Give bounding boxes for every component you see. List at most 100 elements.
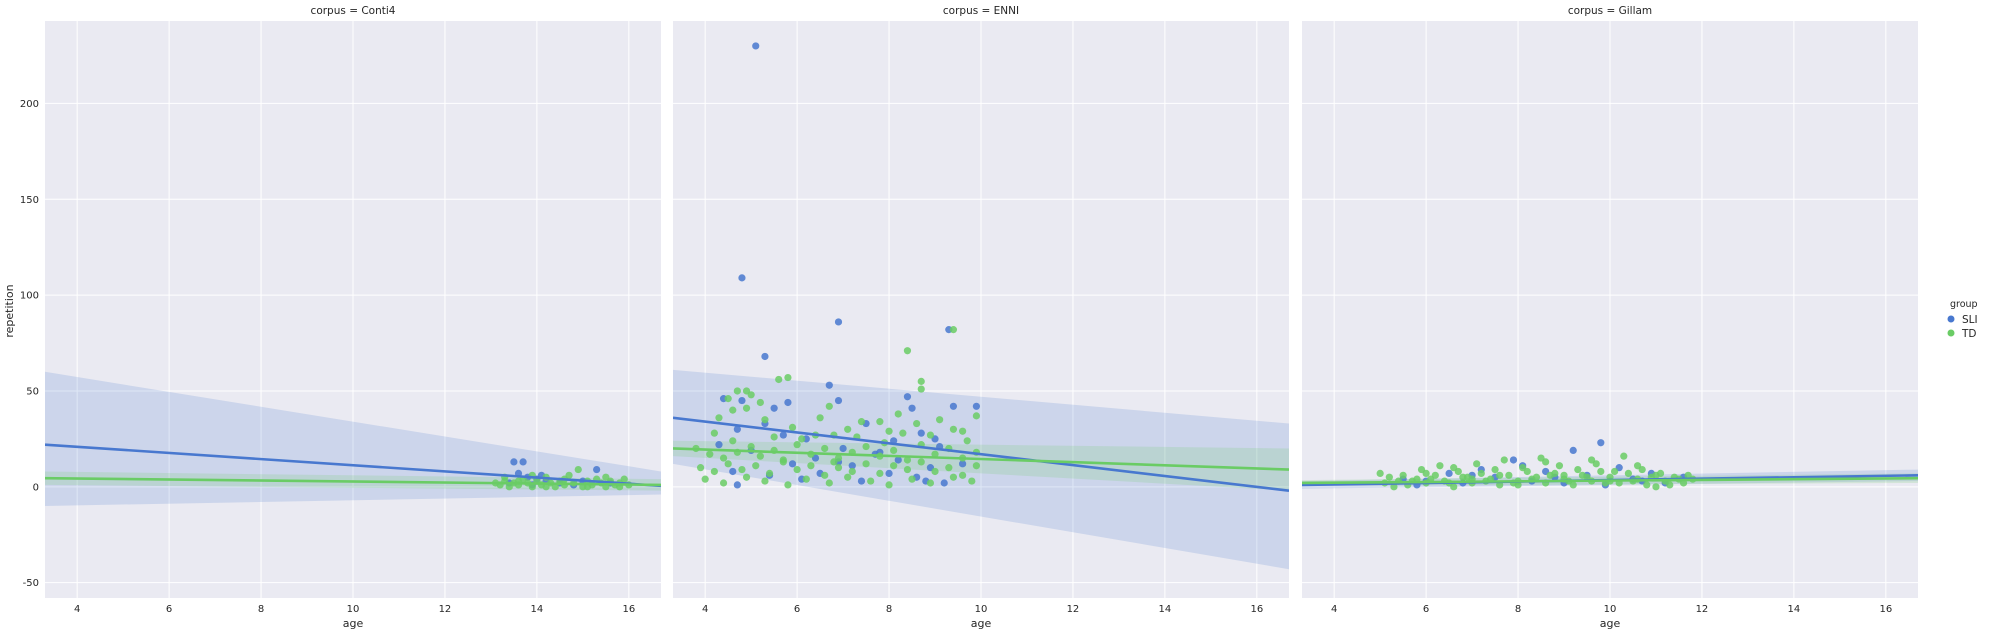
point-sli (834, 318, 843, 326)
x-tick-label: 8 (258, 604, 264, 615)
x-tick-label: 12 (1696, 604, 1709, 615)
point-td (1588, 456, 1596, 464)
point-td (706, 450, 714, 458)
x-tick-label: 16 (622, 604, 635, 615)
point-td (1666, 481, 1674, 489)
point-td (1560, 471, 1568, 479)
point-td (917, 458, 925, 466)
point-td (972, 412, 981, 420)
point-td (784, 373, 792, 382)
point-td (1477, 469, 1485, 477)
x-axis-label: age (1600, 617, 1621, 630)
point-sli (972, 402, 981, 410)
y-tick-label: -50 (23, 578, 39, 589)
point-sli (729, 467, 737, 476)
point-td (1633, 462, 1642, 470)
regression-line-sli (673, 416, 1289, 492)
point-td (715, 414, 723, 422)
point-td (1491, 465, 1499, 474)
point-td (1574, 465, 1582, 474)
point-td (862, 460, 870, 468)
point-td (738, 465, 746, 474)
point-td (834, 464, 843, 472)
point-sli (959, 460, 967, 468)
legend-marker-td (1947, 329, 1955, 337)
facet-title: corpus = Conti4 (311, 5, 396, 17)
point-td (876, 418, 884, 426)
point-td (1652, 483, 1660, 491)
point-sli (834, 396, 843, 405)
point-td (913, 419, 921, 428)
point-td (528, 483, 536, 491)
point-td (821, 444, 829, 453)
point-sli (733, 425, 741, 433)
point-td (972, 462, 981, 470)
point-td (848, 467, 856, 476)
point-td (890, 462, 898, 470)
x-tick-label: 8 (1515, 604, 1521, 615)
point-sli (825, 381, 833, 389)
point-td (710, 467, 718, 476)
legend-title: group (1950, 299, 1978, 310)
point-sli (1597, 439, 1605, 447)
point-sli (788, 460, 797, 468)
point-sli (894, 456, 902, 464)
ci-band-sli (45, 371, 661, 506)
regression-line-sli (45, 443, 661, 488)
point-td (867, 477, 875, 485)
y-tick-label: 50 (26, 386, 39, 397)
point-td (1376, 469, 1384, 477)
facet-panel-2: corpus = Gillam 4 6 8 10 12 14 16 age (1302, 5, 1918, 630)
point-td (788, 423, 797, 431)
point-td (968, 477, 976, 485)
x-tick-label: 4 (74, 604, 80, 615)
point-td (908, 475, 916, 483)
point-td (1620, 452, 1628, 460)
point-td (696, 464, 705, 472)
x-tick-label: 14 (531, 604, 544, 615)
facet-panel-0: corpus = Conti4 4 6 8 10 12 14 16 age -50 0 50 100 15… (20, 5, 661, 630)
point-td (1597, 467, 1605, 476)
point-td (903, 347, 912, 355)
point-sli (1445, 469, 1453, 477)
point-sli (510, 458, 518, 466)
point-sli (779, 431, 787, 439)
point-td (1450, 464, 1458, 472)
point-td (890, 446, 898, 454)
x-tick-label: 8 (886, 604, 892, 615)
point-td (903, 465, 912, 474)
point-td (1496, 471, 1504, 479)
point-td (825, 479, 833, 487)
y-tick-label: 0 (33, 482, 39, 493)
point-td (917, 385, 925, 393)
facet-panels: corpus = Conti4 4 6 8 10 12 14 16 age -50 0 50 100 15… (20, 5, 1918, 630)
y-tick-label: 200 (20, 99, 39, 110)
point-td (602, 473, 610, 481)
facet-title: corpus = ENNI (943, 5, 1019, 17)
point-td (1500, 456, 1508, 464)
point-td (729, 437, 737, 445)
point-sli (738, 274, 746, 282)
plot-area (1302, 439, 1918, 491)
y-axis-label: repetition (3, 284, 16, 337)
point-sli (839, 444, 847, 453)
point-td (733, 387, 741, 395)
point-td (784, 481, 792, 489)
point-td (761, 416, 769, 424)
x-axis-label: age (343, 617, 364, 630)
point-td (931, 467, 939, 476)
point-td (756, 452, 764, 460)
point-sli (738, 396, 746, 405)
point-td (1656, 469, 1665, 477)
point-sli (857, 477, 866, 485)
point-td (1505, 471, 1513, 479)
x-tick-label: 4 (702, 604, 708, 615)
facet-panel-1: corpus = ENNI 4 6 8 10 12 14 16 age (673, 5, 1289, 630)
x-tick-label: 12 (439, 604, 452, 615)
point-td (857, 418, 866, 426)
x-tick-label: 14 (1159, 604, 1172, 615)
point-td (756, 398, 764, 407)
point-sli (940, 479, 948, 487)
point-td (1519, 464, 1527, 472)
x-tick-label: 16 (1250, 604, 1263, 615)
